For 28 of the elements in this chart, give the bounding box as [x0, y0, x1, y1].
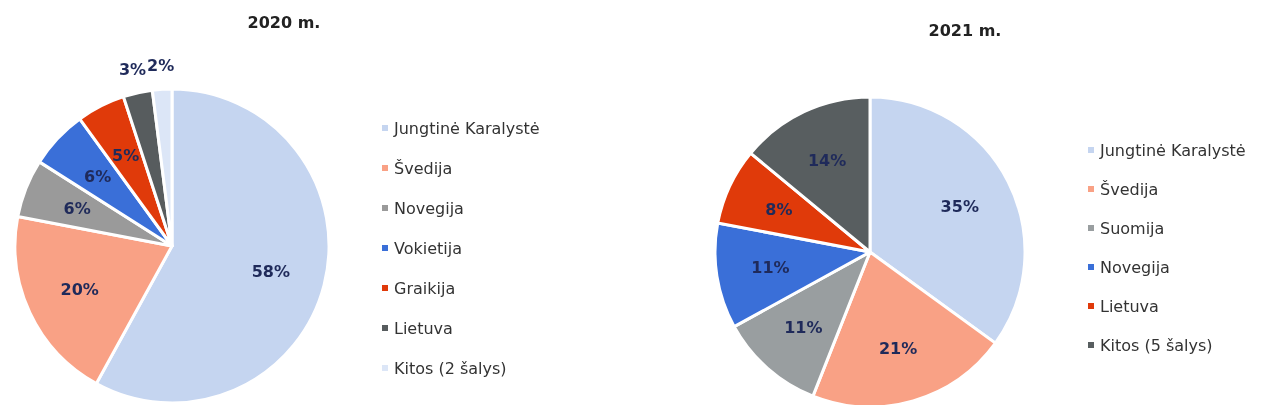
data-label: 5% — [112, 145, 140, 165]
legend-label: Lietuva — [394, 318, 453, 338]
chart-title: 2021 m. — [928, 21, 1002, 40]
legend-label: Graikija — [394, 278, 456, 298]
legend-label: Švedija — [1100, 179, 1159, 199]
legend-label: Lietuva — [1100, 296, 1159, 316]
legend-label: Jungtinė Karalystė — [1099, 140, 1246, 160]
legend-label: Kitos (5 šalys) — [1100, 335, 1213, 355]
chart-title: 2020 m. — [247, 13, 321, 32]
data-label: 21% — [878, 339, 918, 359]
legend-label: Kitos (2 šalys) — [394, 358, 507, 378]
legend-label: Švedija — [394, 158, 453, 178]
data-label: 20% — [60, 280, 99, 300]
data-label: 14% — [807, 151, 847, 171]
data-label: 11% — [751, 258, 790, 278]
data-label: 6% — [63, 199, 91, 219]
legend-label: Jungtinė Karalystė — [393, 118, 540, 138]
legend-label: Suomija — [1100, 218, 1165, 238]
data-label: 2% — [147, 55, 175, 75]
data-label: 3% — [118, 59, 147, 79]
data-label: 6% — [84, 166, 112, 186]
legend-label: Novegija — [394, 198, 464, 218]
data-label: 58% — [251, 261, 290, 281]
legend-label: Novegija — [1100, 257, 1170, 277]
data-label: 35% — [940, 196, 979, 216]
legend-label: Vokietija — [394, 238, 463, 258]
data-label: 11% — [784, 318, 823, 338]
data-label: 8% — [765, 199, 793, 219]
